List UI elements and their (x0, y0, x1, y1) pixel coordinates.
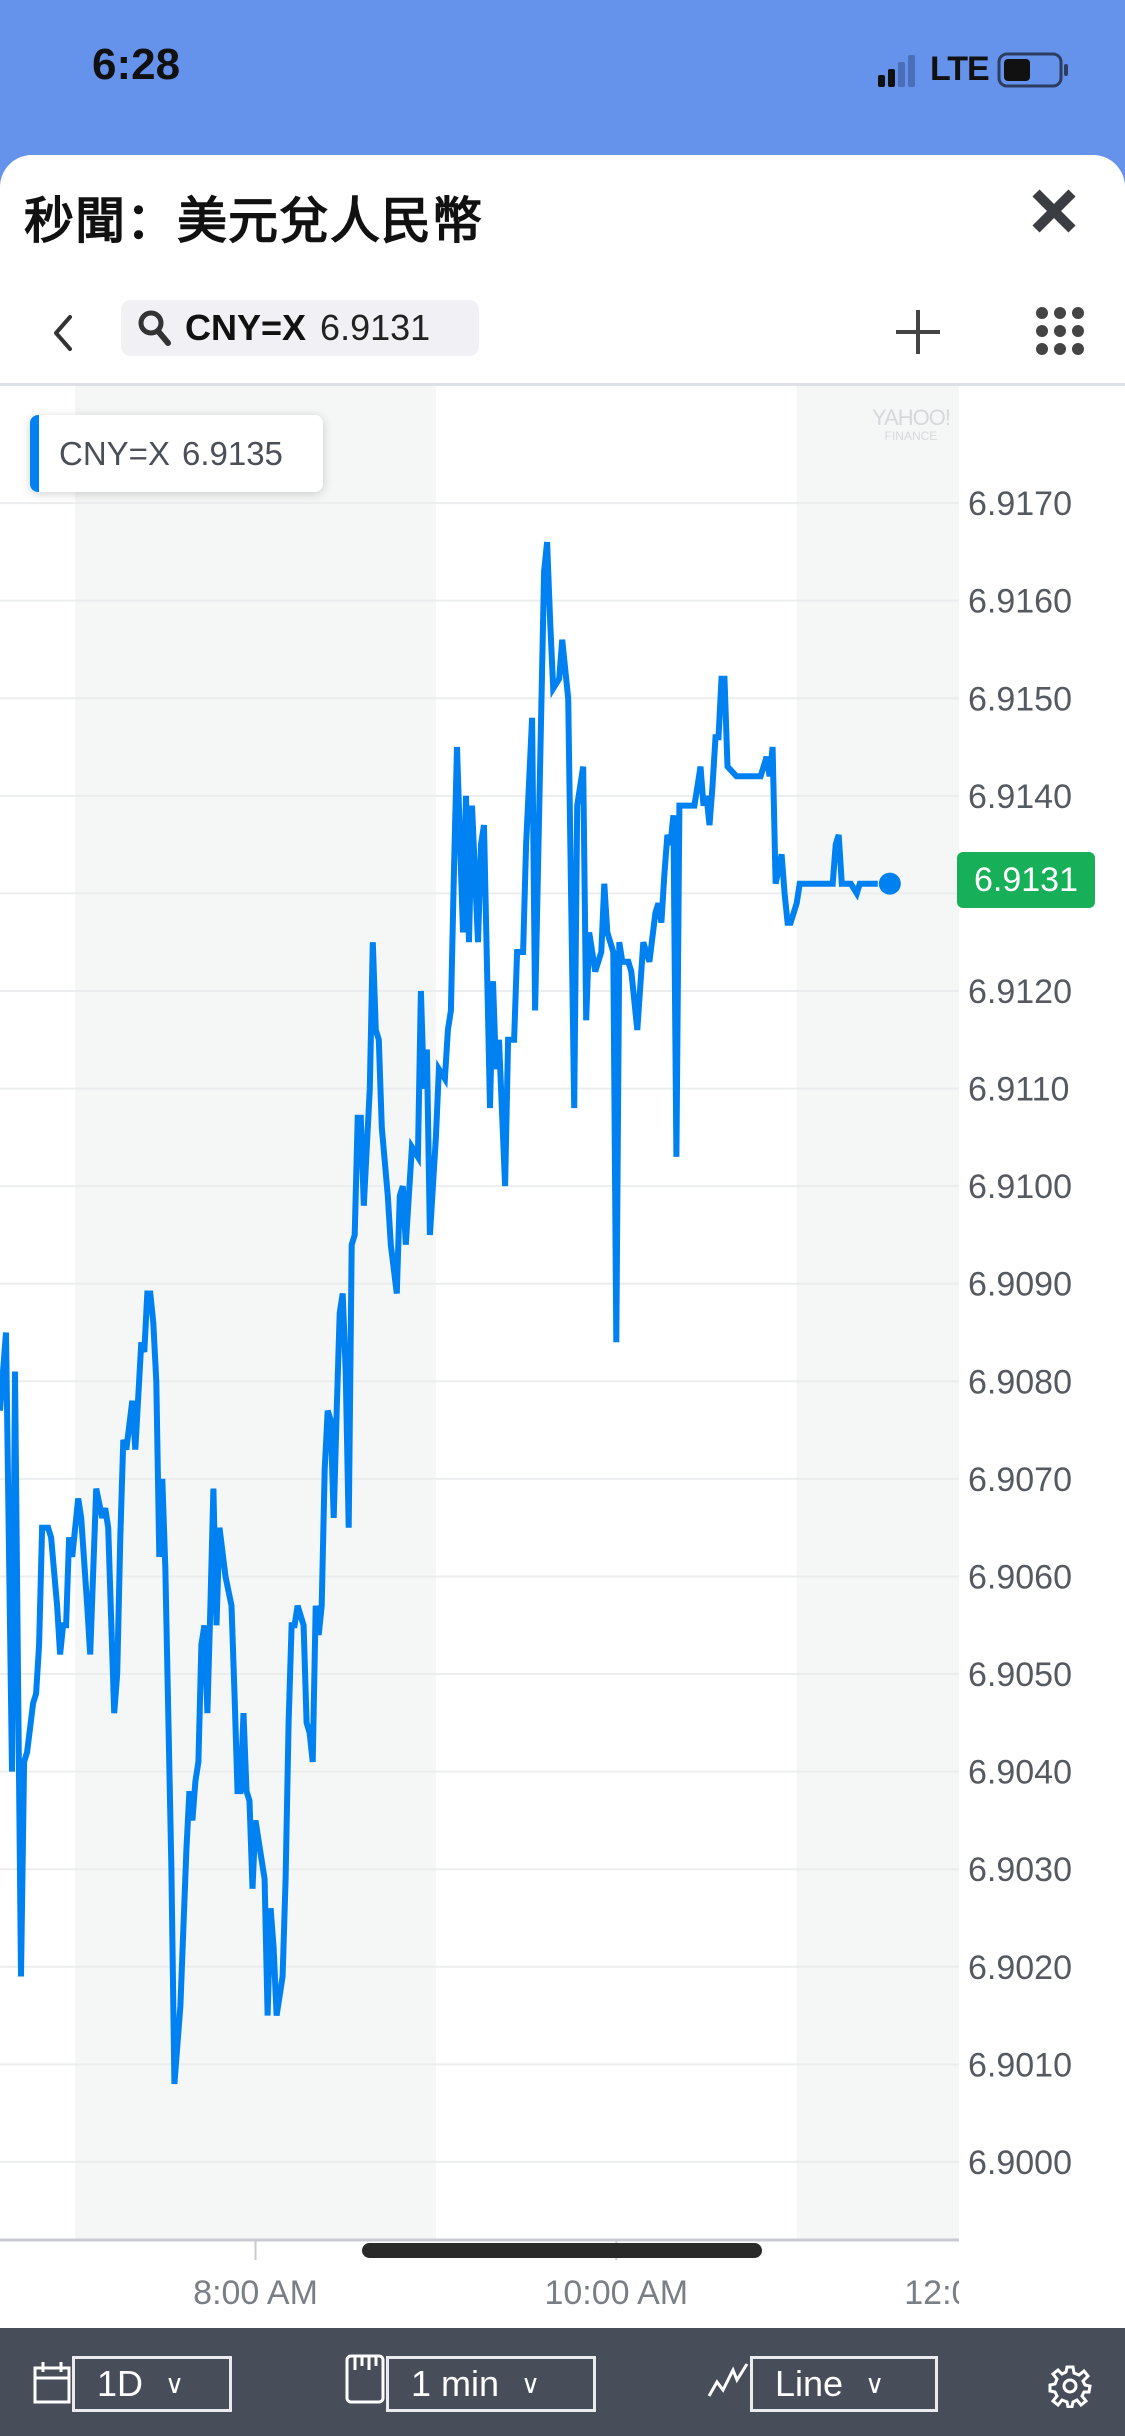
legend-symbol: CNY=X (59, 434, 170, 472)
yahoo-finance-watermark: YAHOO! FINANCE (872, 405, 951, 444)
y-tick-label: 6.9090 (968, 1266, 1072, 1304)
legend-value: 6.9135 (181, 434, 283, 472)
network-label: LTE (930, 50, 990, 88)
range-label: 1D (97, 2363, 144, 2404)
price-line (0, 541, 878, 2085)
chevron-down-icon: ∨ (165, 2368, 185, 2399)
y-tick-label: 6.9010 (968, 2046, 1072, 2084)
ruler-icon (345, 2354, 385, 2404)
chevron-down-icon: ∨ (521, 2368, 541, 2399)
y-tick-label: 6.9070 (968, 1461, 1072, 1499)
symbol-search-field[interactable]: CNY=X 6.9131 (121, 300, 479, 356)
y-tick-label: 6.9110 (968, 1071, 1069, 1109)
interval-select[interactable]: 1 min ∨ (386, 2356, 596, 2412)
home-indicator (362, 2243, 762, 2258)
shaded-hour-band (75, 386, 436, 2240)
y-tick-label: 6.9060 (968, 1558, 1072, 1596)
y-tick-label: 6.9140 (968, 778, 1072, 816)
x-tick-label: 12:00 PM (904, 2274, 1050, 2312)
x-tick-label: 8:00 AM (193, 2274, 318, 2312)
y-tick-label: 6.9170 (968, 485, 1072, 523)
shaded-hour-band (796, 386, 959, 2240)
series-legend[interactable]: CNY=X 6.9135 (30, 415, 323, 492)
calendar-icon (33, 2362, 71, 2404)
grid-dots-icon[interactable] (1034, 305, 1086, 357)
chart-type-label: Line (775, 2363, 844, 2404)
y-tick-label: 6.9120 (968, 973, 1072, 1011)
gear-icon[interactable] (1048, 2364, 1092, 2408)
legend-color-bar (30, 415, 39, 492)
status-bar: 6:28 LTE (0, 0, 1125, 155)
price-chart[interactable]: 6.91706.91606.91506.91406.91306.91206.91… (0, 386, 1125, 2328)
y-tick-label: 6.9000 (968, 2144, 1072, 2182)
chart-controls-bar: 1D ∨ 1 min ∨ Line ∨ (0, 2328, 1125, 2436)
y-tick-label: 6.9150 (968, 680, 1072, 718)
x-tick-label: 10:00 AM (544, 2274, 688, 2312)
line-chart-icon (707, 2363, 749, 2397)
header-divider (0, 383, 1125, 386)
search-icon (138, 310, 171, 346)
y-tick-label: 6.9100 (968, 1168, 1072, 1206)
y-tick-label: 6.9020 (968, 1949, 1072, 1987)
last-price-dot (878, 872, 901, 895)
y-tick-label: 6.9160 (968, 583, 1072, 621)
battery-icon (997, 52, 1068, 87)
range-select[interactable]: 1D ∨ (72, 2356, 232, 2412)
search-price: 6.9131 (320, 307, 431, 348)
y-tick-label: 6.9030 (968, 1851, 1072, 1889)
y-tick-label: 6.9040 (968, 1754, 1072, 1792)
status-icons: LTE (878, 50, 1071, 89)
status-time: 6:28 (92, 40, 181, 89)
plus-icon[interactable] (893, 307, 943, 357)
signal-icon (878, 54, 915, 87)
y-tick-label: 6.9080 (968, 1363, 1072, 1401)
chevron-down-icon: ∨ (865, 2368, 885, 2399)
page-title: 秒聞：美元兌人民幣 (24, 193, 483, 249)
close-icon[interactable] (1028, 185, 1080, 237)
y-tick-label: 6.9050 (968, 1656, 1072, 1694)
interval-label: 1 min (411, 2363, 500, 2404)
chevron-left-icon[interactable] (44, 305, 80, 361)
quote-sheet: 秒聞：美元兌人民幣 CNY=X 6.9131 6.9170 6.9160 6.915… (0, 155, 1125, 2436)
chart-type-select[interactable]: Line ∨ (750, 2356, 938, 2412)
search-symbol: CNY=X (185, 307, 307, 348)
current-price-tag: 6.9131 (957, 852, 1095, 908)
